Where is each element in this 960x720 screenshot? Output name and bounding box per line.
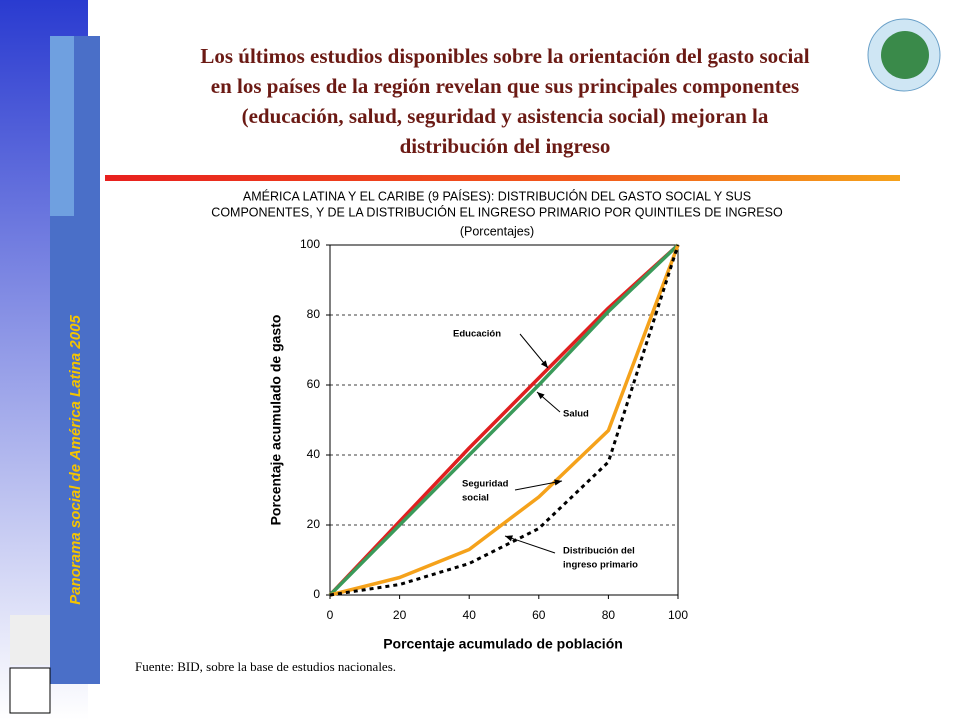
annotation: Distribución del	[563, 546, 635, 557]
x-tick-label: 80	[602, 608, 616, 622]
arrow-head	[537, 392, 545, 400]
y-tick-label: 0	[313, 587, 320, 601]
annotation-arrow	[504, 535, 556, 554]
side-label: Panorama social de América Latina 2005	[67, 315, 84, 605]
plot-frame	[329, 244, 679, 596]
un-logo	[10, 615, 50, 665]
annotation: Educación	[453, 329, 501, 340]
chart-subtitle: (Porcentajes)	[460, 224, 534, 238]
title-line: Los últimos estudios disponibles sobre l…	[200, 44, 809, 68]
title-line: distribución del ingreso	[400, 134, 611, 158]
cepal-logo	[9, 667, 51, 714]
y-tick-label: 80	[307, 307, 321, 321]
annotation: ingreso primario	[563, 560, 638, 571]
title-line: (educación, salud, seguridad y asistenci…	[242, 104, 769, 128]
source-note: Fuente: BID, sobre la base de estudios n…	[135, 659, 396, 674]
x-axis-label: Porcentaje acumulado de población	[383, 636, 623, 652]
arrow-head	[554, 479, 562, 486]
y-axis-label: Porcentaje acumulado de gasto	[268, 315, 284, 526]
x-tick-label: 40	[463, 608, 477, 622]
x-tick-label: 20	[393, 608, 407, 622]
annotation: social	[462, 493, 489, 504]
x-tick-label: 100	[668, 608, 688, 622]
arrow-head	[505, 535, 513, 542]
side-accent	[50, 36, 74, 216]
y-tick-label: 40	[307, 447, 321, 461]
title-line: en los países de la región revelan que s…	[211, 74, 799, 98]
series-line	[328, 243, 680, 597]
series-line	[328, 243, 680, 597]
annotation: Seguridad	[462, 479, 509, 490]
chart-title-line: AMÉRICA LATINA Y EL CARIBE (9 PAÍSES): D…	[243, 188, 751, 203]
x-tick-label: 60	[532, 608, 546, 622]
y-tick-label: 60	[307, 377, 321, 391]
y-tick-label: 20	[307, 517, 321, 531]
slide-title: Los últimos estudios disponibles sobre l…	[200, 44, 809, 158]
chart-title: AMÉRICA LATINA Y EL CARIBE (9 PAÍSES): D…	[211, 188, 783, 219]
title-rule	[105, 175, 900, 181]
annotation-arrow	[514, 480, 563, 491]
annotation: Salud	[563, 409, 589, 420]
chart-title-line: COMPONENTES, Y DE LA DISTRIBUCIÓN EL ING…	[211, 204, 783, 219]
x-tick-label: 0	[327, 608, 334, 622]
logo-globe	[881, 31, 929, 79]
y-tick-label: 100	[300, 237, 320, 251]
series-line	[329, 244, 680, 597]
series-line	[329, 244, 680, 597]
arrow-head	[540, 360, 548, 368]
